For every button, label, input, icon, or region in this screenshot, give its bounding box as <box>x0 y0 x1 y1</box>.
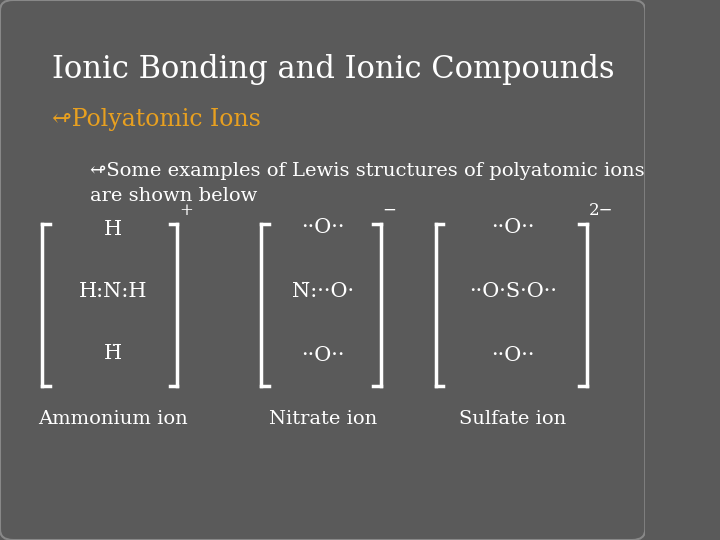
Text: 2−: 2− <box>588 202 613 219</box>
Text: ··O··: ··O·· <box>491 218 535 238</box>
Text: −: − <box>382 202 396 219</box>
Text: ··O··: ··O·· <box>301 346 344 365</box>
Text: Nitrate ion: Nitrate ion <box>269 410 377 428</box>
FancyBboxPatch shape <box>0 0 645 540</box>
Text: N̈̈:··O·: N̈̈:··O· <box>292 282 354 301</box>
Text: Ionic Bonding and Ionic Compounds: Ionic Bonding and Ionic Compounds <box>52 54 614 85</box>
Text: Sulfate ion: Sulfate ion <box>459 410 567 428</box>
Text: H:N̈:H: H:N̈:H <box>78 282 147 301</box>
Text: ↫Some examples of Lewis structures of polyatomic ions
are shown below: ↫Some examples of Lewis structures of po… <box>90 162 645 205</box>
Text: ··O·S·O··: ··O·S·O·· <box>469 282 557 301</box>
Text: ↫Polyatomic Ions: ↫Polyatomic Ions <box>52 108 261 131</box>
Text: H: H <box>104 220 122 239</box>
Text: +: + <box>179 202 193 219</box>
Text: ··O··: ··O·· <box>301 218 344 238</box>
Text: Ammonium ion: Ammonium ion <box>38 410 188 428</box>
Text: Ḧ: Ḧ <box>104 344 122 363</box>
Text: ··O··: ··O·· <box>491 346 535 365</box>
